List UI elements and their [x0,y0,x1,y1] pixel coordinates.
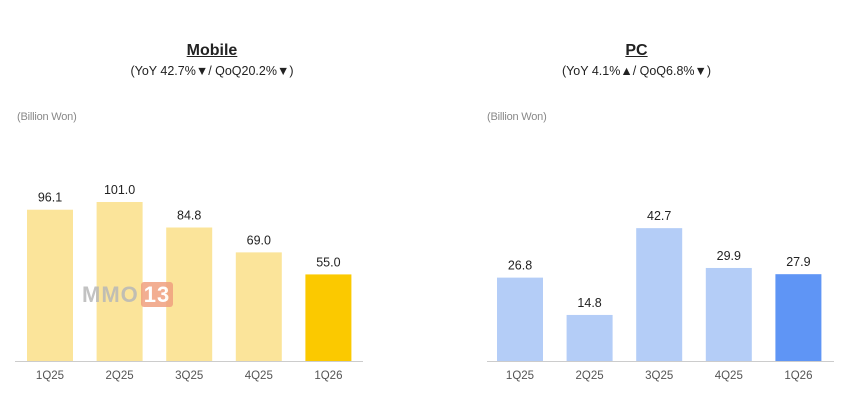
bar-4q25 [235,252,282,361]
mobile-bar-chart: 96.1 1Q25 101.0 2Q25 84.8 3Q25 69.0 4Q25 55.0 1Q2… [15,183,363,382]
bar-1q25 [497,277,543,361]
data-label: 69.0 [247,233,271,247]
bar-1q26 [775,274,822,361]
pc-chart-panel: PC (YoY 4.1%▲/ QoQ6.8%▼) (Billion Won) 2… [424,0,849,401]
data-label: 26.8 [508,259,532,273]
unit-label: (Billion Won) [487,111,547,123]
bar-2q25 [96,202,143,361]
x-tick-label: 1Q26 [784,370,812,382]
x-tick-label: 2Q25 [106,370,134,382]
x-tick-label: 4Q25 [245,370,273,382]
data-label: 101.0 [104,183,135,197]
bar-4q25 [705,267,752,361]
x-tick-label: 4Q25 [715,370,743,382]
x-tick-label: 3Q25 [645,370,673,382]
data-label: 27.9 [786,255,810,269]
bar-3q25 [636,228,683,361]
watermark-logo: MMO 13 [82,282,174,308]
unit-label: (Billion Won) [17,111,77,123]
pc-bar-chart: 26.8 1Q25 14.8 2Q25 42.7 3Q25 29.9 4Q25 27.9 1Q26 [487,209,834,382]
watermark-number: 13 [140,282,174,307]
bar-2q25 [566,314,613,361]
chart-title: PC [625,42,648,59]
data-label: 84.8 [177,209,201,223]
bar-3q25 [166,227,213,361]
x-tick-label: 1Q26 [314,370,342,382]
x-tick-label: 1Q25 [506,370,534,382]
mobile-chart-panel: Mobile (YoY 42.7%▼/ QoQ20.2%▼) (Billion … [0,0,424,401]
bar-1q26 [305,274,352,361]
chart-title: Mobile [186,42,238,59]
chart-subtitle: (YoY 4.1%▲/ QoQ6.8%▼) [561,64,712,78]
x-tick-label: 1Q25 [36,370,64,382]
x-tick-label: 3Q25 [175,370,203,382]
data-label: 42.7 [647,209,671,223]
data-label: 96.1 [38,191,62,205]
x-tick-label: 2Q25 [576,370,604,382]
data-label: 55.0 [316,255,340,269]
watermark-text: MMO [82,282,139,307]
data-label: 14.8 [577,296,601,310]
chart-subtitle: (YoY 42.7%▼/ QoQ20.2%▼) [130,64,294,78]
bar-1q25 [27,209,73,361]
data-label: 29.9 [717,249,741,263]
